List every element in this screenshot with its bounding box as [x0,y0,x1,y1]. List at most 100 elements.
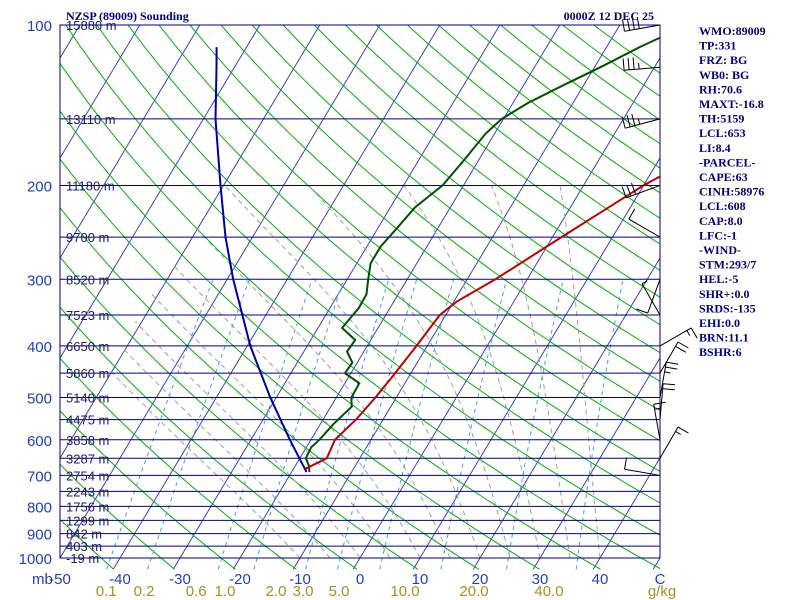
temperature-tick-label: -40 [109,571,131,588]
height-label: 13110 m [66,112,116,127]
wind-barb-flag [636,16,640,29]
pressure-unit-label: mb [32,571,53,588]
wind-barb-flag [626,115,631,128]
moist-adiabat-line [151,293,391,559]
dry-adiabat-line [60,410,236,570]
wind-barb-halfflag [664,371,671,374]
wind-barb-flag [677,341,689,349]
mixing-ratio-tick-label: 3.0 [293,583,314,600]
wind-barb-flag [621,186,627,198]
plot-frame [59,24,661,559]
mixing-ratio-tick-label: 1.0 [215,583,236,600]
temperature-tick-label: -10 [289,571,311,588]
wind-barb-shaft [659,426,679,459]
wind-barb [624,457,661,476]
wind-barb-shaft [647,279,661,314]
wind-barb-flag [624,457,628,470]
height-label: 8520 m [66,272,109,287]
pressure-tick-label: 900 [27,527,52,544]
wind-barb-flag [690,327,698,339]
isotherm-line [60,25,261,359]
wind-barb [659,341,689,374]
wind-barb-shaft [625,118,661,129]
mixing-ratio-tick-label: 40.0 [534,583,563,600]
height-label: 6650 m [66,339,109,354]
isotherm-line [112,25,441,570]
wind-barb-flag [636,308,648,314]
wind-barb-halfflag [641,280,648,285]
isotherm-line [172,25,501,570]
index-line: BRN:11.1 [699,331,749,345]
index-line: -WIND- [699,243,741,257]
wind-barb-halfflag [637,118,641,125]
isotherm-line [60,25,321,459]
wind-barb-flag [626,184,632,197]
temperature-profile-line [305,175,660,470]
mixing-ratio-line [217,279,313,570]
temperature-tick-label: 10 [412,571,429,588]
height-label: 4475 m [66,413,109,428]
pressure-tick-label: 500 [27,391,52,408]
wind-barb-flag [677,426,689,434]
wind-barb-shaft [659,383,664,420]
isotherm-line [412,157,660,570]
pressure-tick-label: 100 [27,18,52,35]
pressure-tick-label: 400 [27,339,52,356]
parcel-profile-line [214,47,308,473]
wind-barb-flag [628,208,636,220]
moist-adiabat-line [107,367,301,559]
index-line: -PARCEL- [699,155,755,169]
wind-barb [636,279,661,314]
height-label: 842 m [66,527,102,542]
wind-barb-shaft [624,66,661,71]
mixing-ratio-line [305,279,390,570]
wind-barb-shaft [624,24,661,32]
wind-barb-shaft [624,468,661,476]
height-label: 5140 m [66,391,109,406]
wind-barb-flag [662,388,675,391]
index-line: RH:70.6 [699,82,742,96]
wind-barb-flag [622,19,625,32]
mixing-ratio-line [575,279,624,570]
wind-barb-halfflag [654,407,661,410]
wind-barb-flag [621,116,626,129]
temperature-tick-label: 40 [592,571,609,588]
wind-barb [628,208,661,238]
wind-barb-flag [666,361,679,365]
isotherm-line [292,25,621,570]
temperature-tick-label: 20 [472,571,489,588]
index-line: LCL:608 [699,199,746,213]
wind-barb-flag [632,57,635,70]
index-line: HEL:-5 [699,272,738,286]
mixing-ratio-tick-label: 0.1 [96,583,117,600]
wind-barb-shaft [659,362,667,398]
index-line: SRDS:-135 [699,301,756,315]
mixing-ratio-tick-label: 5.0 [329,583,350,600]
temperature-tick-label: -50 [49,571,71,588]
height-label: 9700 m [66,230,109,245]
wind-barb [659,426,689,459]
mixing-ratio-group [106,279,624,570]
wind-barb-flag [626,18,630,31]
wind-barb-shaft [659,341,679,374]
isotherm-line [352,57,660,570]
wind-barb [659,361,679,398]
wind-barb-flag [622,58,625,71]
wind-barb-shaft [641,283,661,316]
wind-barb-flag [653,401,666,405]
wind-barb-flag [631,17,635,30]
pressure-tick-label: 600 [27,433,52,450]
dewpoint-profile-line [304,36,660,473]
index-line: LCL:653 [699,126,746,140]
wind-barb-flag [663,383,676,386]
pressure-tick-label: 200 [27,178,52,195]
index-line: STM:293/7 [699,258,756,272]
index-line: TH:5159 [699,112,744,126]
profile-group [214,36,660,473]
isotherm-line [472,257,660,570]
height-label: 3287 m [66,451,109,466]
wind-barb [621,182,661,199]
height-label: 2754 m [66,468,109,483]
